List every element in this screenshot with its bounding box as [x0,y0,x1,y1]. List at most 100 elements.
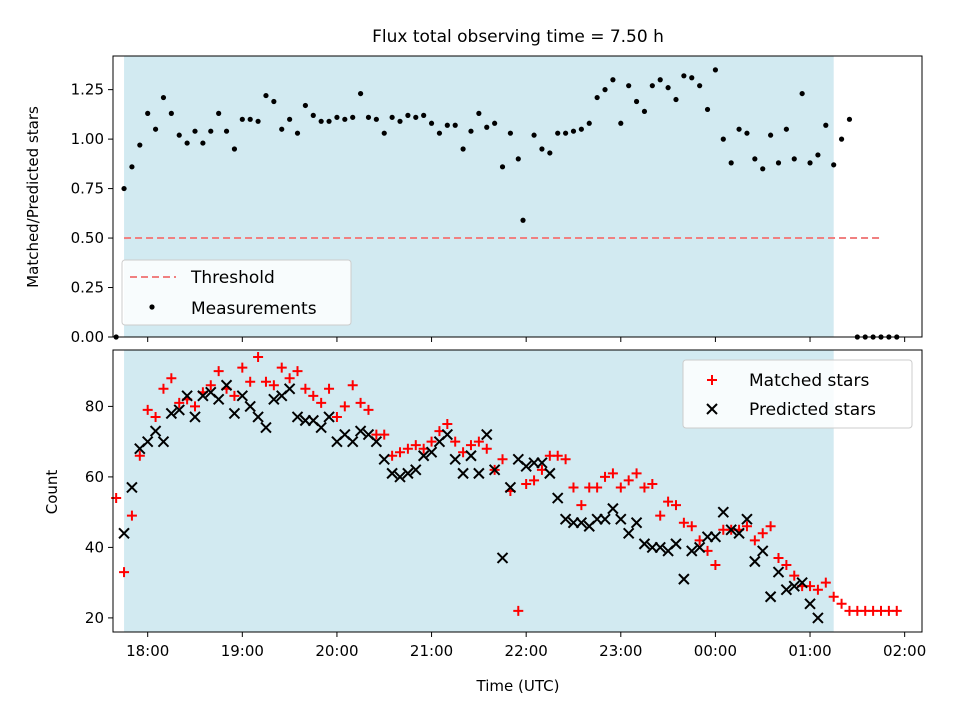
matched-stars-point [781,560,792,571]
predicted-stars-point [772,566,785,578]
predicted-stars-point [670,538,682,550]
top-y-tick-label: 0.50 [71,229,104,247]
bottom-y-tick-label: 40 [85,538,104,556]
predicted-stars-point [173,404,185,416]
matched-stars-point [395,447,406,458]
measurement-point [160,94,167,101]
measurement-point [555,130,561,136]
bottom-y-tick-label: 80 [85,397,104,415]
predicted-stars-point [488,464,501,476]
bottom-axes-frame [112,349,923,633]
predicted-stars-point [402,467,414,480]
predicted-stars-point [457,467,469,480]
measurement-point [444,122,450,128]
matched-stars-point [331,411,342,422]
measurement-point [176,132,182,138]
matched-stars-point [552,450,563,461]
measurement-point [239,116,245,122]
x-tick-label: 18:00 [126,642,169,660]
predicted-stars-point [622,527,635,540]
matched-stars-point [308,390,319,401]
predicted-stars-point [212,393,225,406]
matched-stars-point [757,528,768,539]
predicted-stars-point [749,555,761,568]
measurement-point [728,160,734,166]
measurement-point [744,130,750,136]
measurement-point [373,116,379,122]
bottom-y-axis-label: Count [43,470,61,515]
measurement-point [452,122,458,128]
predicted-stars-point [149,425,162,437]
predicted-stars-point [260,421,272,434]
matched-stars-point [891,605,902,616]
measurements-legend-swatch [149,304,155,310]
predicted-stars-point [291,411,304,423]
measurement-point [334,114,340,120]
bottom-y-tick-label: 20 [85,609,104,627]
predicted-stars-point [181,390,193,402]
matched-stars-point [497,454,508,465]
predicted-stars-point [386,467,398,480]
chart-title: Flux total observing time = 7.50 h [372,27,664,47]
matched-stars-point [379,429,390,440]
x-tick-label: 23:00 [599,642,642,660]
predicted-stars-point [717,506,730,518]
bottom-legend-box [682,359,913,429]
matched-stars-point [268,380,279,391]
predicted-stars-point [283,383,296,395]
predicted-stars-point [354,425,367,437]
matched-stars-point [521,478,532,489]
matched-stars-point [237,362,248,373]
matched-stars-point [607,468,618,479]
x-tick-label: 20:00 [315,642,358,660]
measurement-point [768,132,774,138]
matched-stars-point [150,411,161,422]
measurement-point [570,128,577,134]
predicted-stars-point [425,446,438,458]
x-tick-label: 00:00 [694,642,737,660]
matched-stars-point [655,510,666,521]
measurement-point [641,108,648,115]
measurement-point [562,130,569,136]
measurement-point [547,150,553,156]
predicted-stars-point [197,390,209,402]
matched-stars-point [450,436,461,447]
measurement-point [697,83,703,89]
bottom-y-tick-label: 60 [85,468,104,486]
predicted-stars-point [126,481,138,494]
measurement-point [223,128,230,134]
measurement-point [578,126,584,132]
measurement-point [145,110,151,116]
predicted-stars-point [141,435,154,448]
measurement-point [484,124,490,130]
measurement-point [783,126,789,132]
measurement-point [294,130,301,136]
measurement-point [626,83,632,89]
matched-stars-point [529,475,540,486]
matched-stars-point [292,366,303,377]
measurement-point [476,110,482,116]
predicted-legend-label: Predicted stars [749,400,876,420]
predicted-stars-point [733,527,745,540]
matched-stars-point [576,500,587,511]
matched-stars-point [134,450,145,461]
measurement-point [271,98,277,105]
predicted-stars-point [796,576,808,589]
matched-stars-point [158,383,169,394]
predicted-stars-point [780,583,793,596]
measurement-point [815,152,821,158]
measurement-point [381,130,387,136]
measurement-point [499,164,506,170]
measurement-point [507,130,514,136]
measurement-point [405,112,411,118]
matched-stars-point [142,404,153,415]
measurement-point [760,166,766,172]
measurement-point [389,114,395,120]
measurements-legend-label: Measurements [191,299,317,319]
matched-stars-point [686,521,697,532]
matched-stars-point [402,443,413,454]
measurement-point [791,156,797,162]
predicted-stars-point [725,524,737,536]
measurement-point [704,106,711,113]
predicted-stars-point [473,467,485,480]
